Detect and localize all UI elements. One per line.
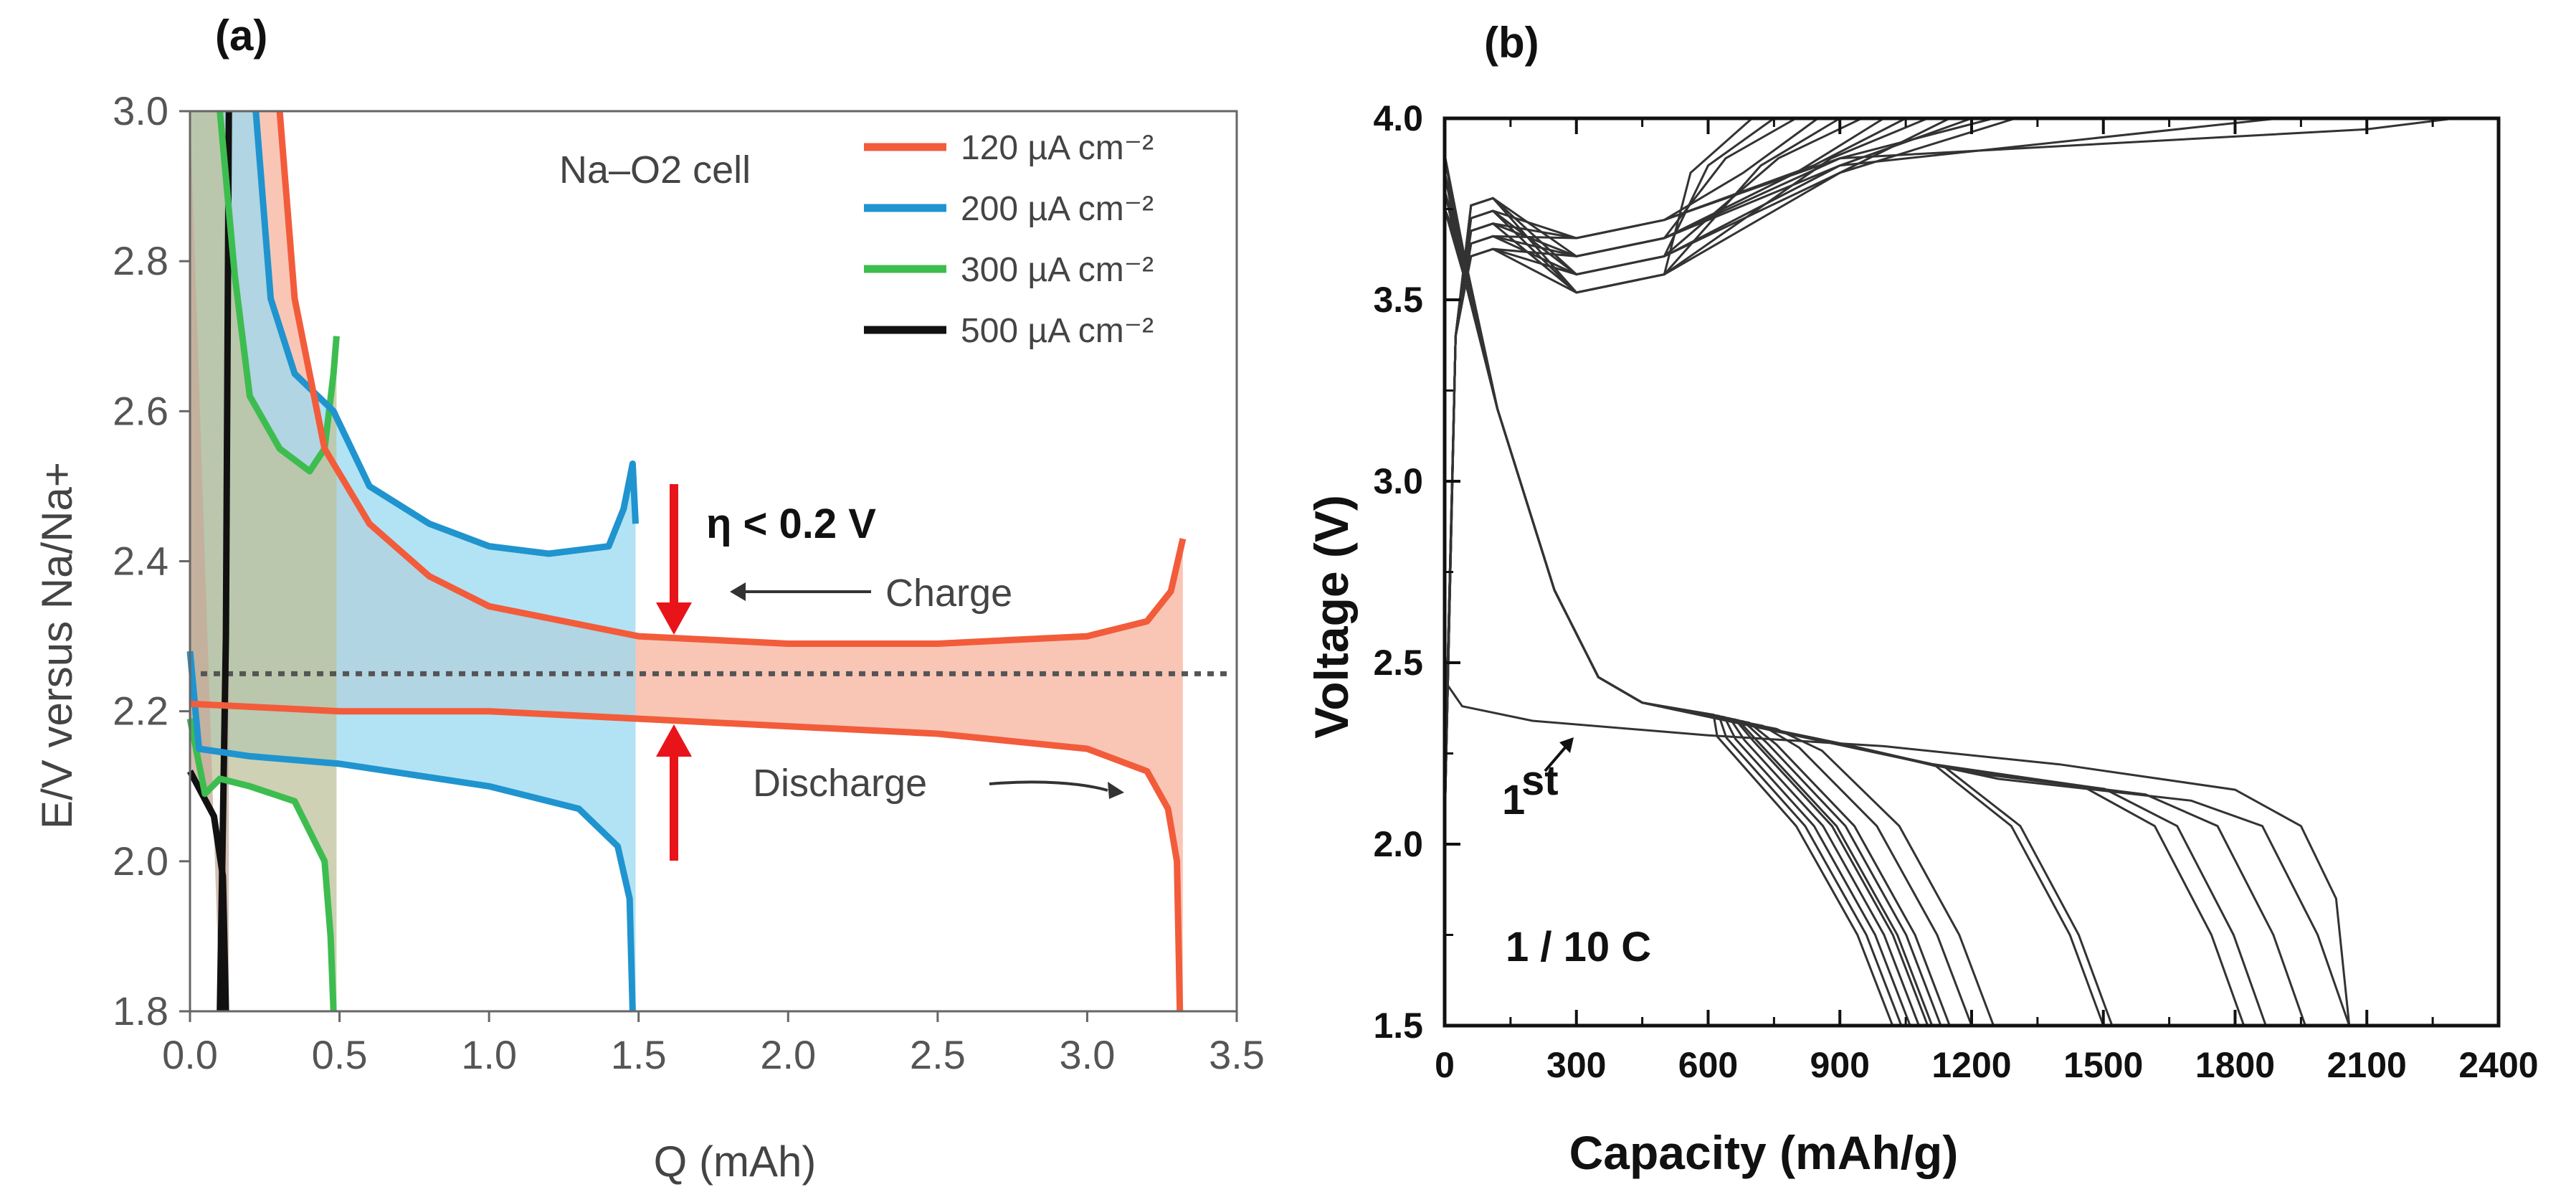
arrow-up-head: [656, 724, 692, 757]
legend-label-500: 500 µA cm⁻²: [961, 312, 1154, 350]
ytick-label: 2.5: [1373, 643, 1423, 683]
series-0-charge-line: [276, 110, 1187, 647]
ytick-label: 3.0: [1373, 461, 1423, 501]
first-discharge-curve: [1443, 680, 2351, 1026]
cell-label: Na–O2 cell: [559, 148, 751, 191]
discharge-curve-10: [1443, 190, 2105, 1026]
charge-curve-13: [1443, 117, 2279, 808]
panel-a-fills: [190, 111, 1183, 1011]
ytick-label: 2.0: [1373, 824, 1423, 864]
xtick-label: 1.0: [461, 1032, 517, 1077]
discharge-curve-15: [1443, 208, 2351, 1026]
legend-label-300: 300 µA cm⁻²: [961, 251, 1154, 289]
ytick-label: 2.4: [113, 539, 168, 584]
discharge-curve-2: [1443, 190, 1911, 1026]
discharge-curve-4: [1443, 154, 1929, 1026]
xtick-label: 300: [1546, 1045, 1606, 1085]
panel-b-label: (b): [1484, 19, 1539, 67]
xtick-label: 2.0: [760, 1032, 816, 1077]
discharge-curve-9: [1443, 172, 1995, 1026]
xtick-label: 0.5: [312, 1032, 368, 1077]
xtick-label: 1.5: [611, 1032, 667, 1077]
legend-label-120: 120 µA cm⁻²: [961, 129, 1154, 167]
first-cycle-arrow: [1544, 744, 1568, 772]
ytick-label: 1.5: [1373, 1006, 1423, 1046]
xtick-label: 1800: [2195, 1045, 2275, 1085]
ytick-label: 3.5: [1373, 280, 1423, 320]
panel-b: (b) 0 300 600 900 1200 1500 1800 2100 2400 1.5 2.0…: [1305, 19, 2539, 1179]
ytick-label: 3.0: [113, 88, 168, 133]
eta-label: η < 0.2 V: [706, 501, 876, 547]
ytick-label: 2.6: [113, 388, 168, 433]
charge-curve-11: [1443, 117, 1994, 790]
ytick-label: 2.2: [113, 689, 168, 734]
xtick-label: 600: [1678, 1045, 1738, 1085]
panel-b-ylabel: Voltage (V): [1305, 495, 1358, 739]
panel-a-xlabel: Q (mAh): [654, 1138, 817, 1186]
discharge-curve-6: [1443, 190, 1942, 1026]
discharge-curve-14: [1443, 190, 2306, 1026]
panel-b-ticks: 0 300 600 900 1200 1500 1800 2100 2400 1.5 2.0 2.5 3…: [1373, 98, 2538, 1085]
arrow-down-head: [656, 602, 692, 635]
discharge-curve-0: [1443, 154, 1894, 1026]
ytick-label: 2.8: [113, 238, 168, 283]
panel-a-ylabel: E/V versus Na/Na+: [33, 462, 81, 829]
charge-curve-5: [1443, 117, 1863, 790]
legend: 120 µA cm⁻² 200 µA cm⁻² 300 µA cm⁻² 500 …: [864, 129, 1154, 350]
series-2-charge-line: [217, 110, 340, 475]
panel-b-curves: [1443, 117, 2455, 1026]
series-0-discharge-line: [189, 700, 1184, 1012]
charge-curve-14: [1443, 117, 2455, 790]
discharge-label: Discharge: [753, 762, 927, 805]
xtick-label: 3.5: [1209, 1032, 1265, 1077]
series-1-discharge-line: [186, 651, 636, 1012]
xtick-label: 1500: [2063, 1045, 2143, 1085]
ytick-label: 4.0: [1373, 98, 1423, 138]
panel-a-label: (a): [215, 11, 267, 60]
xtick-label: 1200: [1931, 1045, 2011, 1085]
xtick-label: 3.0: [1059, 1032, 1115, 1077]
discharge-curve-5: [1443, 172, 1934, 1026]
discharge-curve-11: [1443, 209, 2114, 1026]
panel-a-ticks: 0.0 0.5 1.0 1.5 2.0 2.5 3.0 3.5 1.8 2.0 2.2 2.4 2.6 2…: [113, 88, 1265, 1077]
discharge-arrow: [989, 780, 1108, 792]
rate-label: 1 / 10 C: [1506, 924, 1651, 970]
series-2-discharge-line: [186, 718, 337, 1012]
legend-label-200: 200 µA cm⁻²: [961, 190, 1154, 228]
ytick-label: 1.8: [113, 988, 168, 1034]
xtick-label: 2400: [2458, 1045, 2538, 1085]
panel-b-xlabel: Capacity (mAh/g): [1569, 1126, 1959, 1179]
series-1-charge-line: [252, 110, 639, 557]
panel-a: (a) 0.0 0.5 1.0 1.5 2.0 2.5 3.0 3.5 1.8 2.0 2.2 2.4…: [33, 11, 1265, 1186]
charge-curve-1: [1443, 117, 1775, 808]
first-cycle-arrow-head: [1559, 737, 1574, 753]
discharge-curve-1: [1443, 172, 1903, 1026]
xtick-label: 0: [1435, 1045, 1455, 1085]
xtick-label: 2.5: [910, 1032, 966, 1077]
xtick-label: 900: [1810, 1045, 1870, 1085]
discharge-arrow-head: [1108, 782, 1124, 799]
ytick-label: 2.0: [113, 838, 168, 884]
first-cycle-superscript: st: [1521, 757, 1559, 804]
first-cycle-label: 1: [1502, 777, 1525, 823]
series-3-discharge-line: [187, 770, 229, 1012]
xtick-label: 2100: [2327, 1045, 2407, 1085]
xtick-label: 0.0: [162, 1032, 218, 1077]
overpotential-arrows: [656, 484, 692, 861]
panel-a-lines: [186, 110, 1187, 1012]
charge-label: Charge: [885, 572, 1012, 615]
panel-b-plot-frame: [1443, 116, 2501, 1028]
charge-arrow-head: [730, 582, 746, 601]
